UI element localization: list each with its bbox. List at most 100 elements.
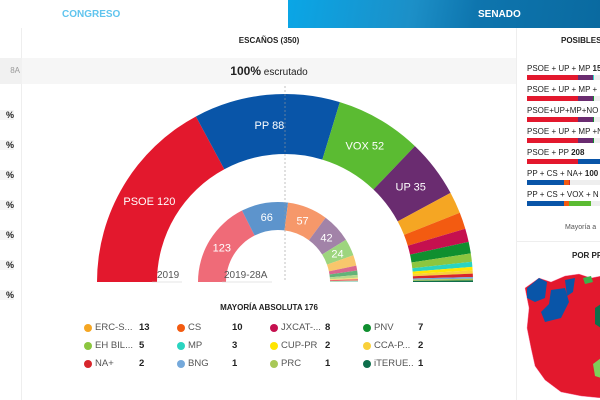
coalition-bar-segment xyxy=(577,96,593,101)
seat-segment-ccap[interactable] xyxy=(412,270,473,277)
seat-segment-mp[interactable] xyxy=(412,261,473,272)
party-name: CS xyxy=(188,322,202,333)
seat-segment-cuppr[interactable] xyxy=(412,266,473,274)
seat-segment[interactable] xyxy=(308,217,346,255)
coalition-bar-segment xyxy=(577,138,593,143)
coalition-bar-segment xyxy=(577,117,593,122)
coalition-item[interactable]: PP + CS + VOX + N xyxy=(527,190,600,206)
seat-segment[interactable] xyxy=(329,281,358,282)
divider xyxy=(517,241,600,242)
seat-segment-cs[interactable] xyxy=(404,212,466,246)
legend-item: PNV 7 xyxy=(363,321,456,334)
party-color-dot xyxy=(84,359,92,368)
party-color-dot xyxy=(270,359,278,368)
scrutiny-status: 100% escrutado xyxy=(22,58,516,84)
party-seats: 2 xyxy=(139,358,145,369)
party-seats: 8 xyxy=(325,322,331,333)
scrutiny-label: escrutado xyxy=(263,67,308,78)
party-name: BNG xyxy=(188,358,209,369)
seat-segment[interactable] xyxy=(242,202,289,236)
coalitions-title: POSIBLES xyxy=(561,36,600,45)
seat-segment-pp[interactable] xyxy=(195,94,340,170)
legend-item: BNG 1 xyxy=(177,357,270,370)
coalition-bar-segment xyxy=(568,201,591,206)
coalition-label: PP + CS + VOX + N xyxy=(527,190,599,199)
seat-segment-prc[interactable] xyxy=(412,278,473,281)
legend-item: JXCAT-... 8 xyxy=(270,321,363,334)
tab-senado[interactable]: SENADO xyxy=(288,0,600,28)
coalition-bar-segment xyxy=(527,159,578,164)
coalition-bar-segment xyxy=(527,201,565,206)
seat-segment[interactable] xyxy=(284,202,326,241)
party-color-dot xyxy=(270,341,278,350)
coalition-label: PSOE+UP+MP+NO xyxy=(527,106,599,115)
seat-segment[interactable] xyxy=(328,265,358,275)
province-title: POR PR xyxy=(572,251,600,260)
seat-segment-na[interactable] xyxy=(412,273,473,279)
coalition-item[interactable]: PP + CS + NA+ 100 xyxy=(527,169,600,185)
seat-segment-vox[interactable] xyxy=(322,102,415,190)
seat-segment-teruel[interactable] xyxy=(412,280,473,282)
seat-segment[interactable] xyxy=(322,239,354,265)
coalition-item[interactable]: PSOE + UP + MP 15 xyxy=(527,64,600,80)
coalition-seats: 100 xyxy=(584,169,599,178)
party-seats: 2 xyxy=(325,340,331,351)
seat-segment[interactable] xyxy=(329,279,358,282)
seat-label: VOX 52 xyxy=(346,141,385,153)
hemicycle-chart: PSOE 120 PP 88 VOX 52 UP 35 123 66 57 42 24 2019… xyxy=(97,86,473,283)
party-name: iTERUE... xyxy=(374,358,414,369)
seat-segment-ehbil[interactable] xyxy=(411,253,472,269)
seat-label: PSOE 120 xyxy=(123,196,175,208)
party-color-dot xyxy=(177,323,185,332)
spain-province-map[interactable] xyxy=(521,268,600,398)
percent-value: % xyxy=(0,140,14,150)
coalition-bar-segment xyxy=(592,138,595,143)
seat-segment[interactable] xyxy=(329,270,358,278)
party-name: ERC-S... xyxy=(95,322,133,333)
seat-segment-pnv[interactable] xyxy=(410,241,471,263)
seat-segment-bng[interactable] xyxy=(412,276,473,280)
scrutiny-value: 100% xyxy=(230,64,261,78)
coalition-label: PSOE + PP xyxy=(527,148,572,157)
party-color-dot xyxy=(177,341,185,350)
party-seats: 10 xyxy=(232,322,243,333)
seat-segment-up[interactable] xyxy=(373,146,451,222)
coalition-item[interactable]: PSOE + PP 208 xyxy=(527,148,600,164)
coalition-bar-segment xyxy=(592,117,595,122)
seat-segment-psoe[interactable] xyxy=(97,116,225,282)
coalition-item[interactable]: PSOE + UP + MP + xyxy=(527,85,600,101)
coalition-bar xyxy=(527,75,600,80)
coalition-bar xyxy=(527,117,600,122)
percent-value: % xyxy=(0,110,14,120)
tab-congreso[interactable]: CONGRESO xyxy=(0,0,288,28)
absolute-majority: MAYORÍA ABSOLUTA 176 xyxy=(220,303,318,312)
coalition-item[interactable]: PSOE + UP + MP +N xyxy=(527,127,600,143)
coalition-bar-segment xyxy=(564,180,569,185)
seat-segment[interactable] xyxy=(329,277,358,281)
coalitions-panel: POSIBLES PSOE + UP + MP 15 PSOE + UP + MP… xyxy=(516,28,600,400)
coalition-item[interactable]: PSOE+UP+MP+NO xyxy=(527,106,600,122)
legend-item: EH BIL... 5 xyxy=(84,339,177,352)
coalition-seats: 15 xyxy=(592,64,600,73)
party-name: JXCAT-... xyxy=(281,322,321,333)
party-color-dot xyxy=(84,341,92,350)
seat-segment[interactable] xyxy=(327,255,357,272)
seat-label: 24 xyxy=(331,248,343,260)
percent-value: % xyxy=(0,170,14,180)
coalition-seats: 208 xyxy=(571,148,585,157)
seat-label: 42 xyxy=(320,232,332,244)
coalition-label: PSOE + UP + MP + xyxy=(527,85,598,94)
seat-segment-ercs[interactable] xyxy=(397,192,460,235)
seat-segment[interactable] xyxy=(198,210,255,282)
coalition-bar-segment xyxy=(592,75,595,80)
seats-title: ESCAÑOS (350) xyxy=(238,36,300,45)
legend-item: ERC-S... 13 xyxy=(84,321,177,334)
party-name: EH BIL... xyxy=(95,340,134,351)
party-legend: ERC-S... 13 CS 10 JXCAT-... 8 PNV 7 EH BIL... 5 MP… xyxy=(84,321,456,370)
seat-segment[interactable] xyxy=(329,274,358,280)
left-header: 8A xyxy=(0,58,22,84)
coalition-bar-segment xyxy=(527,180,565,185)
seat-segment-jxcat[interactable] xyxy=(407,228,469,255)
seat-segment[interactable] xyxy=(329,280,358,282)
coalition-label: PP + CS + NA+ xyxy=(527,169,585,178)
